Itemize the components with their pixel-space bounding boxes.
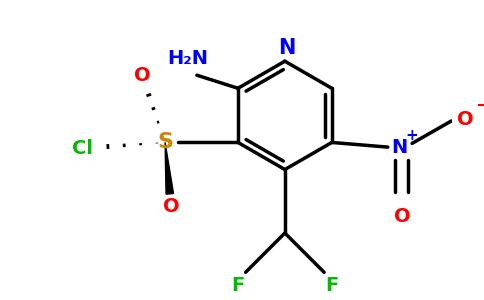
Text: −: − (476, 97, 484, 115)
Text: F: F (231, 276, 245, 295)
Text: O: O (393, 207, 410, 226)
Text: F: F (325, 276, 338, 295)
Text: O: O (163, 197, 180, 216)
Text: H₂N: H₂N (167, 49, 208, 68)
Text: O: O (135, 66, 151, 85)
Polygon shape (165, 142, 173, 194)
Text: O: O (457, 110, 474, 129)
Text: N: N (391, 138, 407, 157)
Text: N: N (278, 38, 295, 58)
Text: S: S (157, 132, 173, 152)
Text: Cl: Cl (73, 140, 93, 158)
Text: +: + (406, 128, 419, 143)
